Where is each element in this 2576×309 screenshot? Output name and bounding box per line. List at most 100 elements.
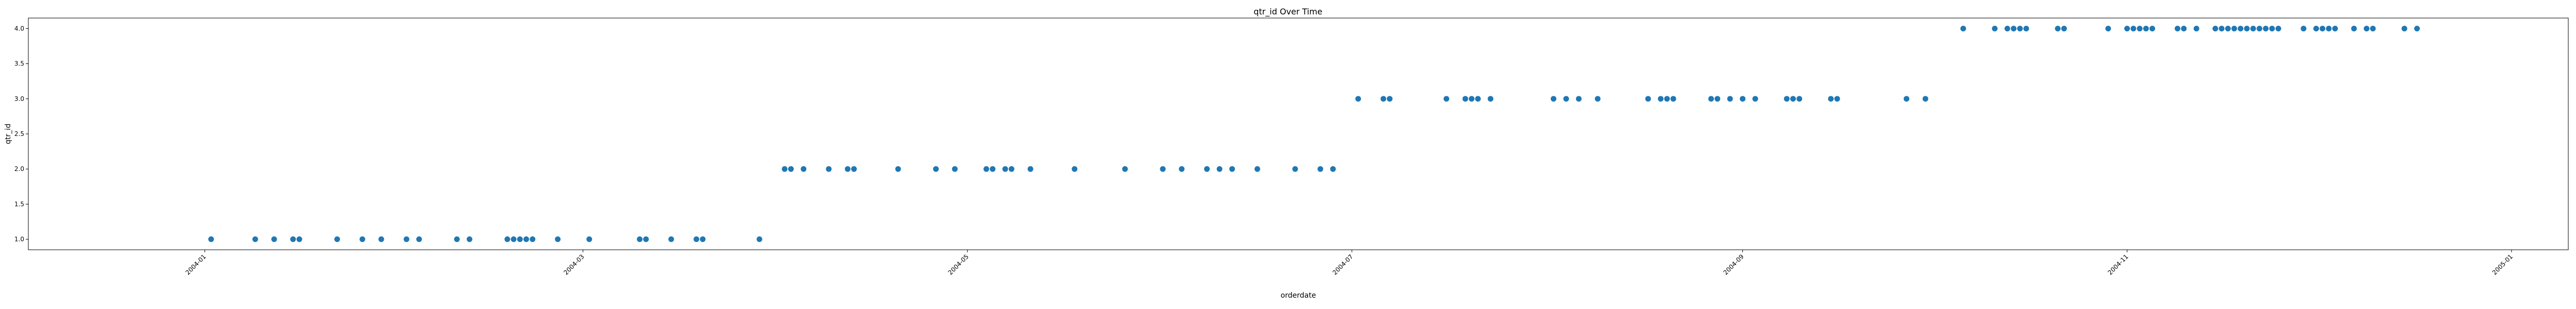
- data-point: [2143, 25, 2149, 31]
- data-point: [1904, 96, 1910, 102]
- x-tick-label: 2004-11: [2106, 253, 2129, 276]
- data-point: [643, 236, 649, 243]
- data-point: [1739, 96, 1745, 102]
- data-point: [1797, 96, 1803, 102]
- data-point: [844, 166, 851, 172]
- data-point: [1657, 96, 1664, 102]
- plot-frame: [28, 18, 2569, 250]
- data-point: [1317, 166, 1324, 172]
- x-axis-label: orderdate: [1281, 291, 1316, 300]
- data-point: [1550, 96, 1556, 102]
- data-point: [826, 166, 832, 172]
- data-point: [1443, 96, 1449, 102]
- data-point: [555, 236, 561, 243]
- data-point: [252, 236, 258, 243]
- data-point: [208, 236, 214, 243]
- data-point: [895, 166, 901, 172]
- data-point: [2414, 25, 2420, 31]
- data-point: [2137, 25, 2143, 31]
- data-point: [1664, 96, 1670, 102]
- data-point: [378, 236, 384, 243]
- data-point: [2124, 25, 2130, 31]
- x-tick-label: 2004-03: [562, 253, 585, 276]
- y-tick-label: 1.0: [14, 236, 24, 243]
- data-point: [1386, 96, 1393, 102]
- data-point: [1002, 166, 1008, 172]
- data-point: [933, 166, 939, 172]
- data-point: [1008, 166, 1014, 172]
- data-point: [454, 236, 460, 243]
- data-point: [1487, 96, 1494, 102]
- x-tick-label: 2005-01: [2491, 253, 2514, 276]
- data-point: [530, 236, 536, 243]
- x-tick-label: 2004-09: [1722, 253, 1745, 276]
- data-point: [2351, 25, 2357, 31]
- data-point: [2326, 25, 2332, 31]
- data-point: [2193, 25, 2199, 31]
- y-tick-label: 1.5: [14, 200, 24, 208]
- data-point: [2010, 25, 2016, 31]
- data-point: [851, 166, 857, 172]
- data-point: [1575, 96, 1582, 102]
- data-point: [1475, 96, 1481, 102]
- data-point: [1922, 96, 1928, 102]
- data-point: [2231, 25, 2238, 31]
- data-point: [1330, 166, 1336, 172]
- data-point: [1595, 96, 1601, 102]
- data-point: [2244, 25, 2250, 31]
- x-tick-label: 2004-07: [1331, 253, 1354, 276]
- data-point: [1292, 166, 1298, 172]
- data-point: [983, 166, 989, 172]
- x-tick-label: 2004-01: [184, 253, 207, 276]
- data-point: [1216, 166, 1223, 172]
- data-point: [1828, 96, 1834, 102]
- data-point: [416, 236, 422, 243]
- data-point: [1708, 96, 1714, 102]
- data-point: [1563, 96, 1569, 102]
- data-point: [2004, 25, 2010, 31]
- data-point: [1027, 166, 1033, 172]
- data-point: [1715, 96, 1721, 102]
- data-point: [1380, 96, 1386, 102]
- data-point: [2181, 25, 2187, 31]
- data-point: [700, 236, 706, 243]
- data-point: [2257, 25, 2263, 31]
- data-point: [2238, 25, 2244, 31]
- data-point: [1834, 96, 1840, 102]
- data-point: [1784, 96, 1790, 102]
- data-point: [668, 236, 674, 243]
- y-axis: 1.0 1.5 2.0 2.5 3.0 3.5 4.0: [14, 25, 28, 243]
- data-point: [990, 166, 996, 172]
- data-point: [2061, 25, 2067, 31]
- data-point: [1254, 166, 1260, 172]
- data-point: [2300, 25, 2307, 31]
- data-point: [2269, 25, 2275, 31]
- data-points: [208, 25, 2420, 243]
- data-point: [1204, 166, 1210, 172]
- y-tick-label: 2.5: [14, 130, 24, 138]
- y-tick-label: 4.0: [14, 25, 24, 32]
- data-point: [2319, 25, 2326, 31]
- data-point: [2212, 25, 2218, 31]
- data-point: [637, 236, 643, 243]
- data-point: [801, 166, 807, 172]
- data-point: [296, 236, 302, 243]
- data-point: [952, 166, 958, 172]
- data-point: [1752, 96, 1758, 102]
- data-point: [1122, 166, 1128, 172]
- data-point: [1468, 96, 1475, 102]
- data-point: [271, 236, 277, 243]
- data-point: [1790, 96, 1796, 102]
- data-point: [2225, 25, 2231, 31]
- data-point: [1727, 96, 1733, 102]
- data-point: [504, 236, 511, 243]
- data-point: [1462, 96, 1468, 102]
- y-tick-label: 3.5: [14, 60, 24, 67]
- data-point: [403, 236, 410, 243]
- data-point: [2313, 25, 2319, 31]
- data-point: [1355, 96, 1361, 102]
- data-point: [2130, 25, 2137, 31]
- data-point: [782, 166, 788, 172]
- data-point: [1179, 166, 1185, 172]
